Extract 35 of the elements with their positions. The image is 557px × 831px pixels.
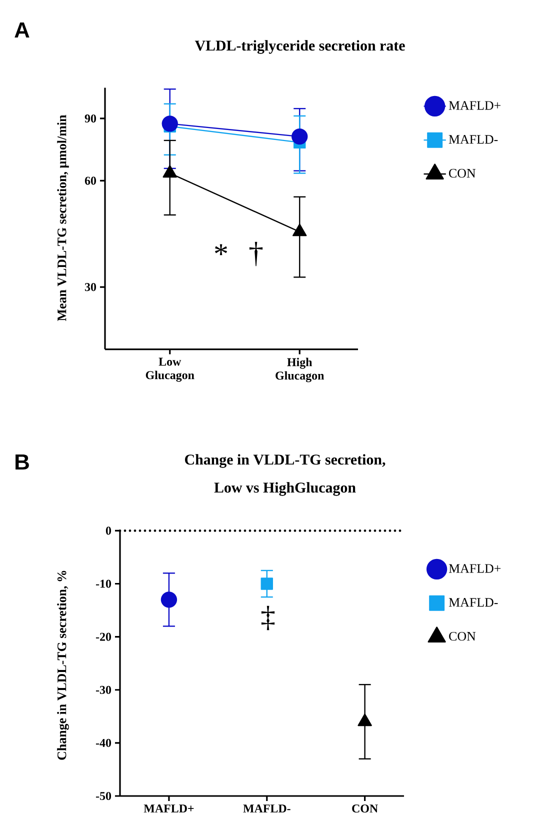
- y-axis-title: Mean VLDL-TG secretion, µmol/min: [57, 114, 69, 322]
- legend-label: CON: [449, 168, 476, 178]
- y-tick-label: -50: [96, 792, 112, 800]
- x-tick-label: High Glucagon: [276, 358, 324, 382]
- x-tick-label: MAFLD-: [243, 804, 290, 812]
- y-tick-label: 60: [84, 176, 96, 185]
- point: [292, 128, 308, 145]
- chart-title: VLDL-triglyceride secretion rate: [194, 40, 405, 54]
- y-tick-label: -40: [96, 738, 112, 747]
- x-tick-label: Low Glucagon: [146, 358, 194, 382]
- chart-title: Change in VLDL-TG secretion,: [185, 454, 386, 468]
- legend-label: CON: [449, 632, 476, 641]
- text: A: [14, 22, 30, 38]
- point: [162, 116, 178, 132]
- y-tick-label: 90: [84, 114, 96, 123]
- legend-label: MAFLD-: [448, 598, 498, 607]
- x-tick-label: MAFLD+: [144, 804, 194, 812]
- y-tick-label: -10: [96, 580, 112, 588]
- point: [358, 714, 372, 726]
- y-tick-label: -30: [96, 686, 112, 694]
- legend-label: MAFLD+: [448, 564, 501, 573]
- annotation: ‡: [261, 606, 275, 630]
- y-tick-label: 30: [84, 283, 96, 292]
- text: B: [16, 454, 29, 470]
- chart-subtitle: Low vs HighGlucagon: [214, 482, 356, 496]
- point: [260, 578, 273, 590]
- legend-label: MAFLD-: [448, 135, 498, 144]
- y-axis-title: Change in VLDL-TG secretion, %: [57, 570, 69, 760]
- annotation: †: [249, 242, 263, 266]
- y-tick-label: 0: [106, 526, 112, 535]
- x-tick-label: CON: [352, 804, 378, 813]
- legend-label: MAFLD+: [448, 101, 500, 110]
- annotation: *: [214, 244, 228, 256]
- y-tick-label: -20: [96, 632, 112, 641]
- point: [160, 592, 178, 608]
